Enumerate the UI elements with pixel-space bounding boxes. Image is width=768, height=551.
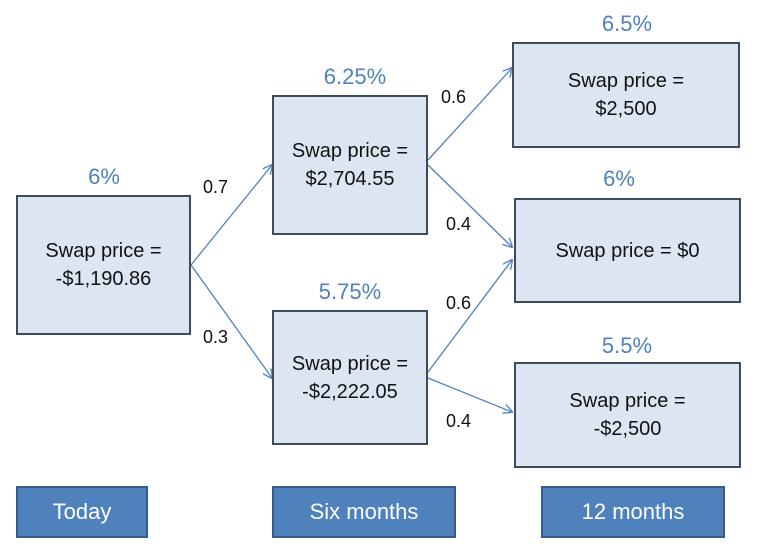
node-six-up: Swap price = $2,704.55 bbox=[272, 95, 428, 235]
edge-six-up-to-twelve-mid bbox=[427, 164, 512, 247]
node-twelve-down: Swap price = -$2,500 bbox=[514, 362, 741, 468]
node-six-down: Swap price = -$2,222.05 bbox=[272, 310, 428, 445]
prob-six-up-up: 0.6 bbox=[441, 87, 467, 107]
node-today-text: Swap price = -$1,190.86 bbox=[45, 240, 162, 290]
edge-six-down-to-twelve-down bbox=[427, 377, 512, 412]
node-twelve-down-text: Swap price = -$2,500 bbox=[569, 390, 686, 440]
prob-six-down-up: 0.6 bbox=[446, 293, 472, 313]
edge-six-down-to-twelve-mid bbox=[427, 260, 512, 373]
node-six-up-text: Swap price = $2,704.55 bbox=[291, 140, 409, 190]
edge-six-up-to-twelve-up bbox=[427, 68, 512, 161]
period-label-twelve-months: 12 months bbox=[541, 486, 725, 538]
period-label-today: Today bbox=[16, 486, 148, 538]
node-today: Swap price = -$1,190.86 bbox=[16, 195, 191, 335]
node-twelve-up: Swap price = $2,500 bbox=[512, 42, 740, 148]
rate-twelve-mid: 6% bbox=[603, 166, 635, 191]
rate-today: 6% bbox=[88, 164, 120, 189]
prob-today-down: 0.3 bbox=[203, 327, 229, 347]
period-label-six-months: Six months bbox=[272, 486, 456, 538]
edge-today-to-six-up bbox=[190, 165, 272, 266]
prob-six-down-down: 0.4 bbox=[446, 411, 472, 431]
edge-today-to-six-down bbox=[190, 264, 272, 378]
node-twelve-up-text: Swap price = $2,500 bbox=[567, 70, 685, 120]
node-twelve-mid-text: Swap price = $0 bbox=[555, 239, 700, 262]
rate-twelve-up: 6.5% bbox=[601, 11, 653, 36]
node-twelve-mid: Swap price = $0 bbox=[514, 198, 741, 303]
rate-six-up: 6.25% bbox=[323, 64, 387, 89]
prob-today-up: 0.7 bbox=[203, 177, 229, 197]
rate-six-down: 5.75% bbox=[318, 279, 382, 304]
node-six-down-text: Swap price = -$2,222.05 bbox=[291, 352, 409, 403]
rate-twelve-down: 5.5% bbox=[601, 333, 653, 358]
prob-six-up-down: 0.4 bbox=[446, 214, 472, 234]
